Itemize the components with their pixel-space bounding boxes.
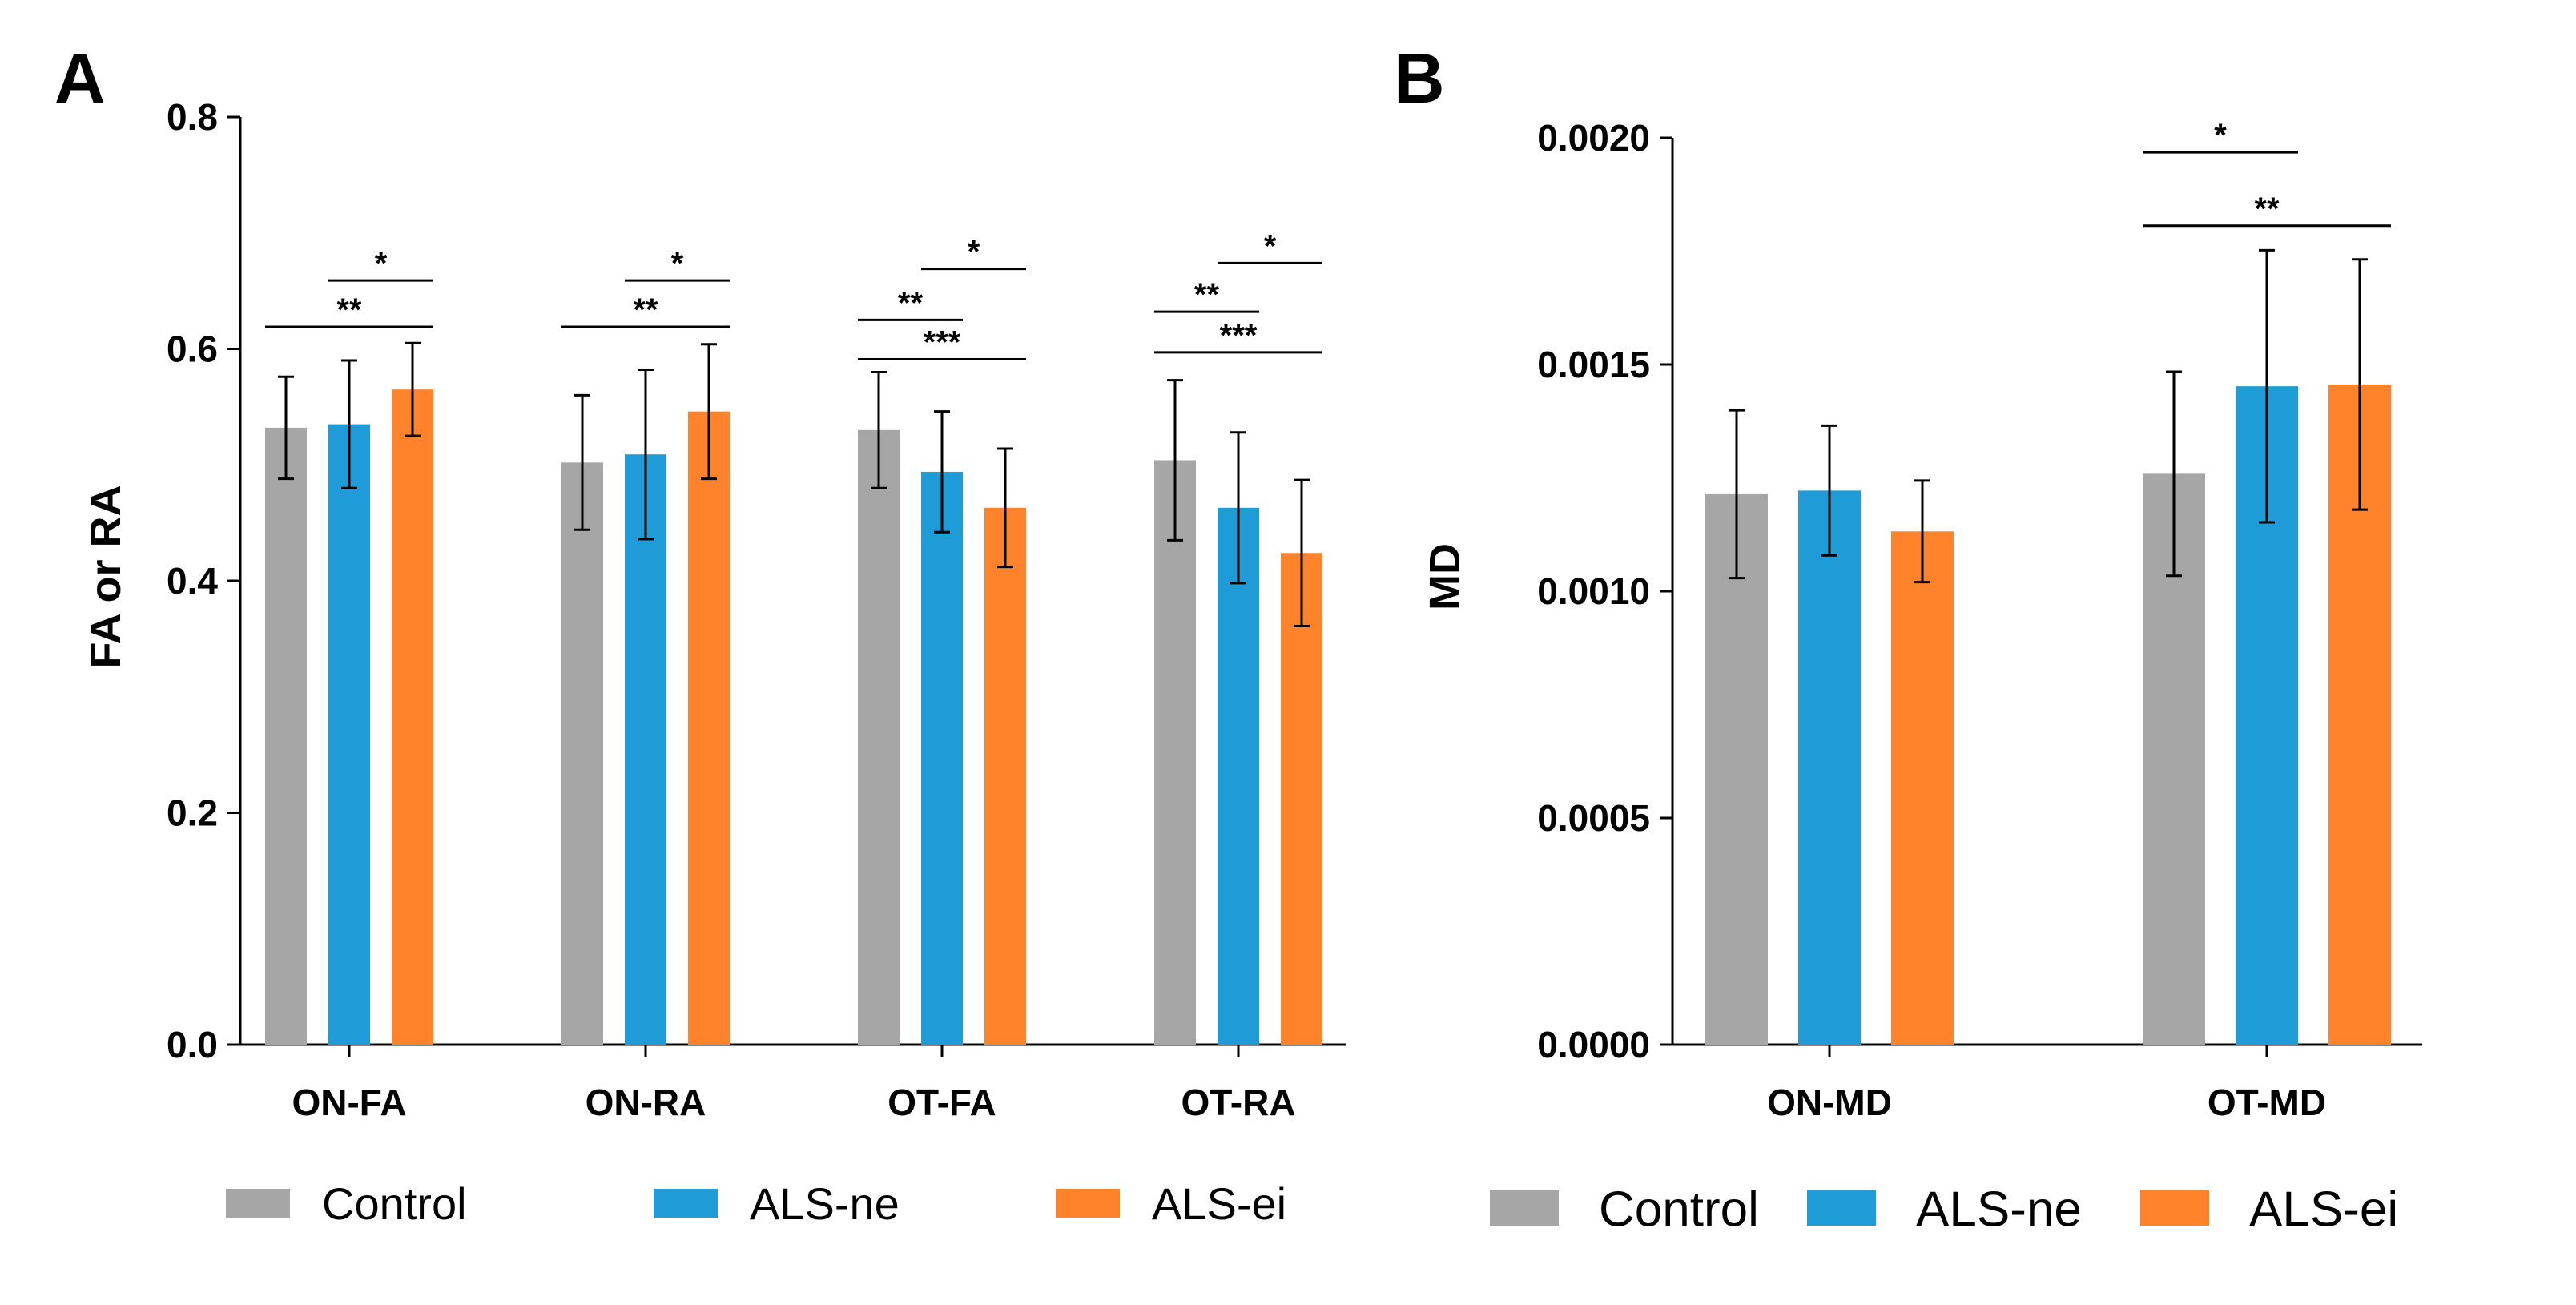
panel-a-bar-control-ot-fa — [858, 429, 900, 1045]
panel-a-legend-label-als-ne: ALS-ne — [750, 1178, 900, 1229]
panel-a-y-tick-label: 0.2 — [167, 792, 218, 834]
panel-a-significance-label: * — [968, 235, 980, 270]
panel-b-y-tick-label: 0.0000 — [1537, 1024, 1650, 1065]
panel-a-category-label: ON-RA — [586, 1081, 706, 1123]
panel-a-bar-als-ne-on-ra — [625, 454, 666, 1045]
panel-a-y-tick-label: 0.4 — [167, 560, 218, 602]
panel-a-bar-als-ne-ot-fa — [921, 471, 963, 1045]
panel-a-bar-als-ei-on-fa — [392, 389, 433, 1045]
panel-b-significance-label: ** — [2254, 191, 2280, 227]
panel-a-bar-als-ei-ot-fa — [984, 507, 1026, 1045]
panel-b-chart: 0.0000 0.0005 0.0010 0.0015 0.0020 ON-MD OT-MD… — [1490, 117, 2422, 1237]
panel-a-y-tick-label: 0.0 — [167, 1024, 218, 1065]
panel-a-category-label: ON-FA — [292, 1081, 406, 1123]
panel-a-legend-label-als-ei: ALS-ei — [1152, 1178, 1286, 1229]
panel-a-significance-label: ** — [898, 285, 924, 320]
panel-a-significance-label: * — [1264, 228, 1277, 264]
panel-b-y-tick-label: 0.0005 — [1537, 797, 1650, 839]
panel-b-bar-als-ei-on-md — [1891, 531, 1954, 1045]
panel-a-bar-als-ei-ot-ra — [1281, 553, 1322, 1045]
panel-a-legend-label-control: Control — [322, 1178, 467, 1229]
panel-a-category-label: OT-FA — [888, 1081, 996, 1123]
panel-a-significance-label: ** — [1194, 277, 1220, 312]
panel-a-legend-swatch-control — [226, 1189, 290, 1218]
panel-a-bar-als-ne-on-fa — [328, 424, 370, 1045]
panel-a-significance-label: ** — [336, 292, 362, 328]
panel-a-legend-swatch-als-ei — [1056, 1189, 1120, 1218]
panel-b-legend-label-als-ne: ALS-ne — [1916, 1182, 2082, 1237]
panel-b-legend-label-control: Control — [1599, 1182, 1759, 1237]
panel-a-bar-control-ot-ra — [1154, 460, 1196, 1045]
panel-a-chart: 0.00.20.40.60.8ON-FA ON-RA OT-FA OT-RA*****… — [167, 96, 1346, 1229]
panel-a-significance-label: *** — [1220, 318, 1258, 353]
panel-b-category-label: ON-MD — [1767, 1081, 1892, 1123]
panel-b-y-axis-title: MD — [1421, 543, 1469, 610]
panel-b-y-tick-label: 0.0020 — [1537, 117, 1650, 159]
panel-b-y-tick-label: 0.0010 — [1537, 570, 1650, 612]
panel-letter-b: B — [1394, 38, 1445, 118]
panel-b-legend-swatch-als-ei — [2140, 1190, 2209, 1226]
panel-a-significance-label: ** — [633, 292, 658, 328]
panel-b-legend-swatch-control — [1490, 1190, 1559, 1226]
panel-a-y-axis-title: FA or RA — [82, 485, 130, 669]
panel-a-y-tick-label: 0.8 — [167, 96, 218, 138]
panel-a-category-label: OT-RA — [1181, 1081, 1295, 1123]
panel-a-bar-als-ne-ot-ra — [1218, 507, 1259, 1045]
panel-a-bar-control-on-fa — [265, 427, 307, 1045]
panel-b-y-tick-label: 0.0015 — [1537, 344, 1650, 385]
panel-b-significance-label: * — [2214, 118, 2227, 153]
panel-a-bar-als-ei-on-ra — [688, 411, 730, 1045]
panel-a-y-tick-label: 0.6 — [167, 328, 218, 370]
panel-b-category-label: OT-MD — [2208, 1081, 2326, 1123]
panel-letter-a: A — [54, 38, 106, 118]
panel-a-significance-label: * — [671, 246, 684, 281]
panel-b-legend-swatch-als-ne — [1807, 1190, 1876, 1226]
panel-b-bar-control-on-md — [1705, 493, 1768, 1045]
panel-b-bar-als-ne-on-md — [1798, 490, 1861, 1045]
panel-b-legend-label-als-ei: ALS-ei — [2249, 1182, 2398, 1237]
panel-a-significance-label: *** — [924, 325, 961, 360]
panel-a-bar-control-on-ra — [561, 462, 603, 1045]
panel-a-legend-swatch-als-ne — [654, 1189, 718, 1218]
panel-a-significance-label: * — [375, 246, 388, 281]
